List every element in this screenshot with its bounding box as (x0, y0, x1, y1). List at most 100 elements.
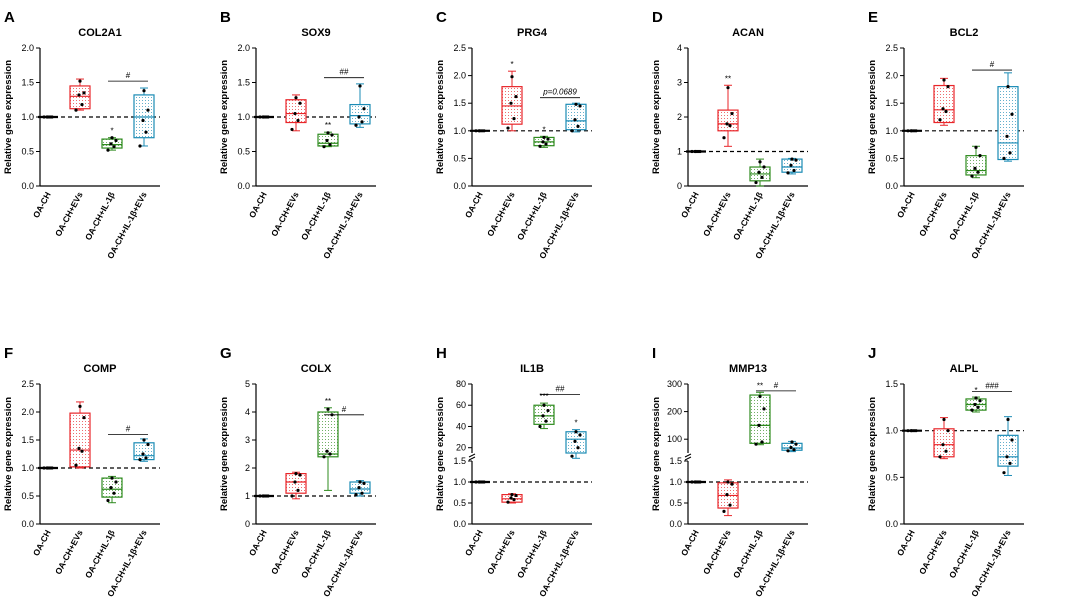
data-point (262, 494, 266, 498)
category-label: OA-CH (247, 190, 269, 219)
box-2: ** (317, 397, 339, 491)
data-point (976, 405, 980, 409)
data-point (973, 402, 977, 407)
data-point (906, 129, 910, 133)
data-point (114, 480, 118, 484)
panel-letter: E (868, 9, 878, 26)
y-tick-label: 0.0 (21, 181, 34, 191)
category-label: OA-CH (31, 528, 53, 557)
bracket-label: # (990, 60, 995, 69)
data-point (362, 481, 366, 485)
box-iqr (349, 103, 371, 125)
data-point (322, 145, 326, 149)
box-1: ** (717, 74, 739, 147)
box-1 (933, 417, 955, 460)
data-point (110, 136, 114, 140)
data-point (576, 124, 580, 128)
y-tick-label: 1.0 (453, 477, 466, 487)
panel-g: G COLX Relative gene expression 0 1 2 3 4 5 OA-CH… (219, 345, 376, 598)
data-point (142, 438, 146, 442)
y-tick-label: 1.0 (669, 477, 682, 487)
y-tick-label: 0.5 (453, 498, 466, 508)
y-tick-label: 200 (667, 407, 682, 417)
data-point (510, 493, 514, 497)
significance-label: ** (325, 397, 331, 406)
data-point (514, 493, 518, 498)
data-point (938, 455, 942, 459)
data-point (258, 494, 262, 498)
data-point (114, 138, 118, 143)
data-point (298, 101, 302, 105)
data-point (146, 442, 150, 447)
y-tick-label: 2.5 (885, 43, 898, 53)
bracket-label: p=0.0689 (542, 88, 577, 97)
data-point (941, 107, 945, 111)
panel-f: F COMP Relative gene expression 0.0 0.5 1.0 1.… (3, 345, 160, 598)
panel-title: BCL2 (950, 27, 979, 39)
panel-b: B SOX9 Relative gene expression 0.0 0.5 1.0 1.… (219, 9, 376, 260)
data-point (722, 136, 726, 140)
category-label: OA-CH+IL-1β (83, 528, 117, 580)
data-point (106, 148, 110, 152)
data-point (354, 123, 358, 127)
data-point (78, 404, 82, 408)
data-point (478, 480, 482, 484)
data-point (754, 442, 758, 446)
box-3 (133, 438, 155, 462)
box-1 (717, 479, 739, 517)
data-point (42, 115, 46, 119)
panel-title: IL1B (520, 363, 544, 375)
data-point (941, 443, 945, 447)
significance-label: * (542, 125, 545, 134)
box-3 (781, 440, 803, 453)
y-tick-label: 1.5 (669, 456, 682, 466)
data-point (698, 480, 702, 484)
y-tick-label: 0.0 (885, 519, 898, 529)
y-tick-label: 100 (667, 434, 682, 444)
data-point (942, 78, 946, 82)
panel-j: J ALPL Relative gene expression 0.0 0.5 1.0 1.… (867, 345, 1024, 598)
y-axis-label: Relative gene expression (3, 60, 14, 174)
category-label: OA-CH+IL-1β (83, 190, 117, 242)
data-point (789, 163, 793, 167)
data-point (1008, 151, 1012, 155)
y-tick-label: 1 (677, 147, 682, 157)
box-2: * (533, 125, 555, 148)
y-tick-label: 2.0 (21, 43, 34, 53)
box-1 (285, 471, 307, 500)
box-iqr (285, 473, 307, 494)
data-point (142, 89, 146, 93)
data-point (790, 157, 794, 161)
data-point (790, 440, 794, 444)
y-tick-label: 4 (245, 407, 250, 417)
category-label: OA-CH+EVs (485, 190, 517, 238)
data-point (360, 491, 364, 495)
data-point (109, 486, 113, 490)
data-point (544, 419, 548, 423)
y-tick-label: 4 (677, 43, 682, 53)
data-point (974, 396, 978, 400)
axis-break-mark (684, 453, 692, 458)
data-point (794, 442, 798, 446)
box-2: * (101, 127, 123, 152)
box-3 (349, 480, 371, 497)
data-point (325, 449, 329, 453)
box-1: * (501, 60, 523, 132)
data-point (109, 142, 113, 146)
panel-title: COLX (301, 363, 332, 375)
category-label: OA-CH (31, 190, 53, 219)
panel-title: PRG4 (517, 27, 548, 39)
box-2 (101, 475, 123, 504)
data-point (360, 120, 364, 124)
box-0 (254, 494, 274, 498)
category-label: OA-CH+EVs (917, 528, 949, 576)
data-point (266, 494, 270, 498)
y-tick-label: 1.5 (885, 98, 898, 108)
data-point (944, 109, 948, 114)
data-point (578, 104, 582, 108)
panel-a: A COL2A1 Relative gene expression 0.0 0.5 1.0… (3, 9, 160, 260)
data-point (574, 430, 578, 434)
data-point (77, 93, 81, 97)
data-point (80, 449, 84, 453)
panel-letter: B (220, 9, 231, 26)
